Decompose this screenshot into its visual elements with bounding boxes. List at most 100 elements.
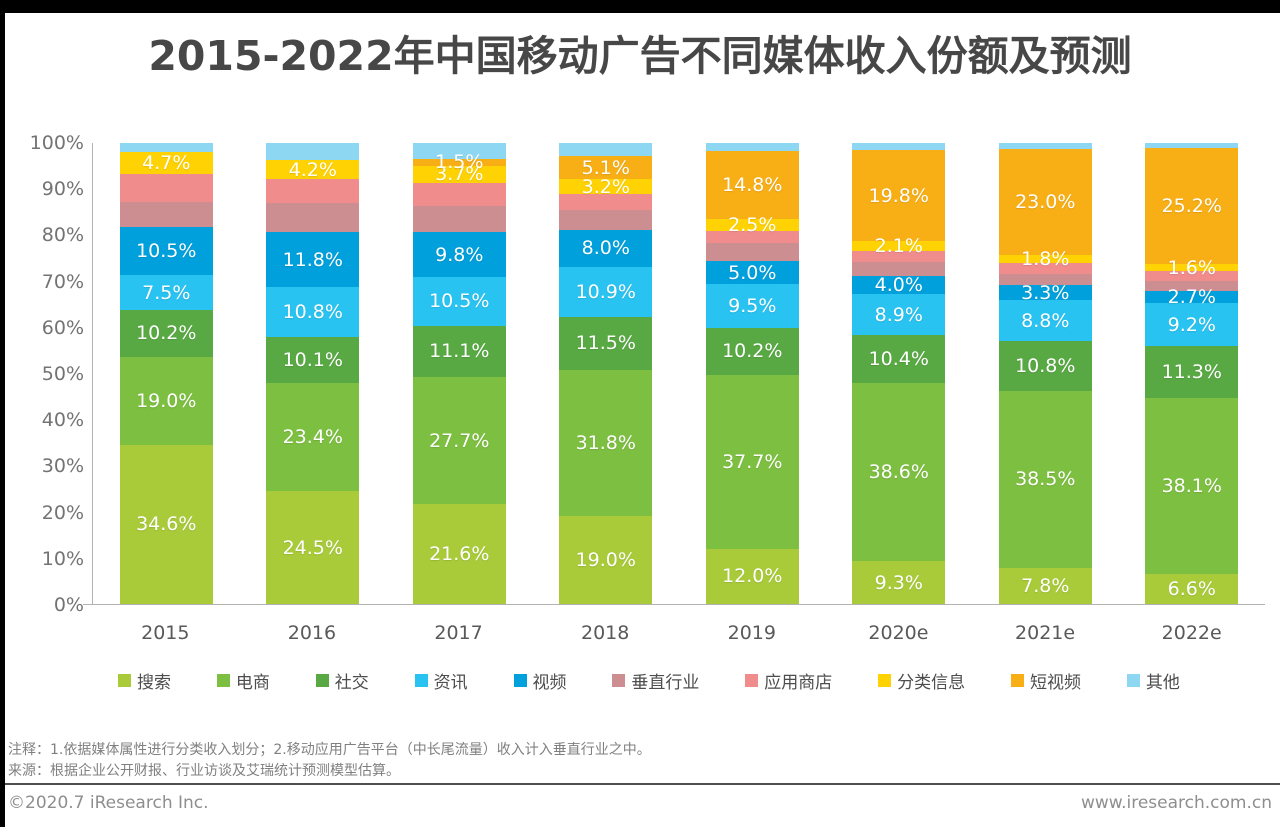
segment-value-label: 12.0% [722, 565, 783, 588]
bar-slot-2020e: 9.3% 38.6% 10.4% 8.9% 4.0% 2.1% 19.8% [826, 143, 973, 604]
segment-value-label: 23.4% [282, 426, 343, 449]
segment-value-label: 37.7% [722, 450, 783, 473]
segment-社交: 10.2% [705, 327, 799, 375]
segment-分类信息: 2.1% [852, 236, 946, 256]
segment-应用商店 [266, 179, 360, 203]
segment-搜索: 21.6% [412, 504, 506, 604]
x-axis-label-2017: 2017 [434, 622, 483, 644]
x-axis-label-2016: 2016 [287, 622, 337, 644]
segment-应用商店 [998, 262, 1092, 274]
segment-垂直行业 [705, 243, 799, 262]
segment-社交: 11.5% [559, 316, 653, 370]
segment-value-label: 10.5% [136, 240, 197, 263]
segment-垂直行业 [1145, 281, 1239, 292]
segment-value-label: 11.3% [1161, 360, 1222, 383]
legend-swatch-icon [1011, 674, 1024, 687]
plot-area: 34.6% 19.0% 10.2% 7.5% 10.5% 4.7% 24.5% 23.4% 10… [83, 143, 1266, 605]
x-axis-label-2021e: 2021e [1015, 622, 1076, 644]
legend-label: 垂直行业 [631, 673, 700, 693]
x-axis-label-2019: 2019 [727, 622, 776, 644]
segment-value-label: 10.9% [575, 280, 636, 303]
segment-value-label: 38.1% [1161, 474, 1222, 497]
x-axis-label-2015: 2015 [141, 622, 190, 644]
segment-搜索: 9.3% [852, 561, 946, 604]
bar-slot-2015: 34.6% 19.0% 10.2% 7.5% 10.5% 4.7% [93, 143, 240, 604]
segment-搜索: 19.0% [559, 516, 653, 604]
segment-短视频: 14.8% [705, 150, 799, 220]
legend-swatch-icon [612, 674, 626, 687]
footer-divider [5, 783, 1280, 785]
segment-value-label: 10.2% [136, 322, 197, 345]
legend-label: 短视频 [1030, 673, 1081, 693]
legend-swatch-icon [216, 674, 230, 687]
segment-value-label: 21.6% [429, 543, 490, 566]
bar-slot-2018: 19.0% 31.8% 11.5% 10.9% 8.0% 3.2% 5.1% [533, 143, 680, 604]
segment-其他 [1145, 143, 1239, 148]
segment-value-label: 4.2% [288, 158, 337, 181]
window-left-border [0, 0, 5, 827]
y-tick-label: 10% [41, 547, 84, 570]
y-axis: 0% 10% 20% 30% 40% 50% 60% 70% 80% 90% 100% [0, 132, 84, 616]
segment-社交: 11.3% [1145, 345, 1239, 398]
segment-垂直行业 [852, 262, 946, 276]
segment-value-label: 4.7% [142, 152, 191, 175]
y-tick-label: 0% [53, 594, 84, 616]
segment-value-label: 7.5% [142, 281, 191, 304]
bar-slot-2022e: 6.6% 38.1% 11.3% 9.2% 2.7% 1.6% 25.2% [1119, 143, 1266, 604]
segment-其他 [559, 143, 653, 156]
y-tick-label: 100% [29, 132, 84, 154]
segment-应用商店 [119, 173, 213, 203]
stacked-bar-2020e: 9.3% 38.6% 10.4% 8.9% 4.0% 2.1% 19.8% [852, 143, 946, 604]
segment-value-label: 5.1% [581, 156, 630, 179]
segment-value-label: 11.8% [282, 248, 343, 271]
legend-swatch-icon [414, 674, 428, 687]
segment-value-label: 10.5% [429, 290, 490, 313]
footnotes: 注释：1.依据媒体属性进行分类收入划分；2.移动应用广告平台（中长尾流量）收入计… [8, 740, 651, 782]
segment-搜索: 34.6% [119, 444, 213, 604]
segment-value-label: 1.5% [435, 151, 484, 174]
segment-视频: 4.0% [852, 275, 946, 295]
segment-value-label: 3.7% [435, 163, 484, 186]
segment-电商: 19.0% [119, 356, 213, 445]
y-tick-label: 90% [41, 178, 84, 201]
segment-value-label: 8.8% [1021, 309, 1070, 332]
legend-swatch-icon [745, 674, 759, 687]
segment-电商: 38.6% [852, 383, 946, 562]
segment-应用商店 [1145, 271, 1239, 282]
segment-应用商店 [412, 182, 506, 206]
segment-value-label: 10.8% [282, 300, 343, 323]
legend-item-短视频: 短视频 [1011, 668, 1081, 693]
legend-label: 社交 [334, 673, 369, 693]
segment-搜索: 24.5% [266, 491, 360, 604]
stacked-bar-2022e: 6.6% 38.1% 11.3% 9.2% 2.7% 1.6% 25.2% [1145, 143, 1239, 604]
legend-label: 电商 [235, 673, 270, 693]
y-tick-label: 80% [41, 224, 84, 247]
segment-value-label: 1.6% [1167, 256, 1216, 279]
segment-value-label: 23.0% [1015, 190, 1076, 213]
segment-value-label: 9.3% [874, 571, 923, 594]
segment-垂直行业 [559, 210, 653, 230]
segment-value-label: 11.5% [575, 332, 636, 355]
legend-label: 应用商店 [764, 673, 833, 693]
segment-分类信息: 3.2% [559, 177, 653, 197]
window-top-border [0, 0, 1280, 13]
segment-短视频: 23.0% [998, 148, 1092, 255]
segment-应用商店 [705, 230, 799, 244]
legend-item-电商: 电商 [216, 668, 270, 693]
legend-item-其他: 其他 [1126, 668, 1180, 693]
segment-短视频: 5.1% [559, 155, 653, 180]
segment-value-label: 11.1% [429, 340, 490, 363]
segment-value-label: 6.6% [1167, 577, 1216, 600]
segment-短视频: 25.2% [1145, 147, 1239, 264]
legend: 搜索 电商 社交 资讯 视频 垂直行业 应用商店 分类信息 短视频 其他 [118, 668, 1180, 693]
segment-其他 [119, 143, 213, 153]
segment-社交: 10.2% [119, 309, 213, 357]
bar-slot-2016: 24.5% 23.4% 10.1% 10.8% 11.8% 4.2% [240, 143, 387, 604]
stacked-bar-2018: 19.0% 31.8% 11.5% 10.9% 8.0% 3.2% 5.1% [559, 143, 653, 604]
segment-社交: 10.1% [266, 336, 360, 384]
segment-value-label: 34.6% [136, 513, 197, 536]
legend-item-资讯: 资讯 [414, 668, 468, 693]
segment-value-label: 19.8% [868, 184, 929, 207]
x-axis-label-2018: 2018 [581, 622, 630, 644]
segment-value-label: 2.5% [728, 213, 777, 236]
